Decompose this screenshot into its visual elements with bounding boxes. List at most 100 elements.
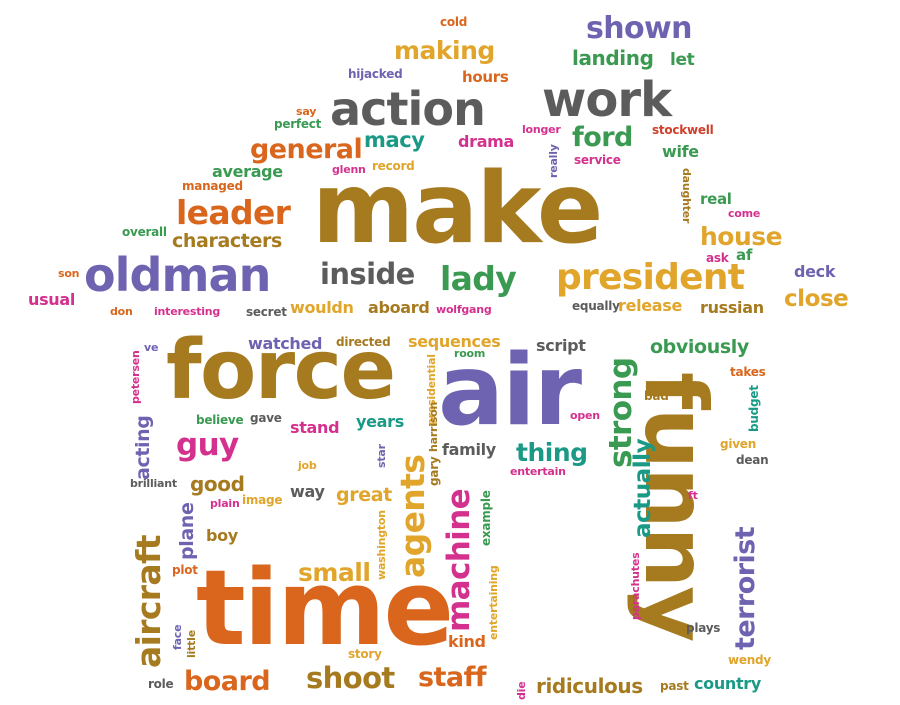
word-landing: landing	[572, 46, 654, 70]
word-action: action	[330, 82, 486, 136]
word-make: make	[312, 152, 603, 266]
word-takes: takes	[730, 365, 766, 379]
word-characters: characters	[172, 230, 282, 252]
word-directed: directed	[336, 335, 391, 349]
word-house: house	[700, 222, 783, 251]
word-petersen: petersen	[129, 350, 142, 404]
word-hijacked: hijacked	[348, 67, 403, 81]
word-way: way	[290, 482, 325, 501]
word-past: past	[660, 679, 689, 693]
word-small: small	[298, 558, 371, 587]
word-general: general	[250, 134, 363, 165]
word-close: close	[784, 286, 849, 312]
word-kind: kind	[448, 632, 486, 651]
word-leader: leader	[176, 193, 291, 232]
word-ft: ft	[688, 489, 698, 502]
word-real: real	[700, 190, 732, 208]
word-usual: usual	[28, 290, 75, 309]
word-room: room	[454, 347, 486, 360]
word-role: role	[148, 677, 174, 691]
word-let: let	[670, 50, 695, 70]
word-president: president	[556, 257, 745, 298]
word-air: air	[438, 334, 582, 448]
word-wouldn: wouldn	[290, 298, 354, 317]
word-son: son	[58, 267, 80, 280]
word-budget: budget	[747, 385, 761, 432]
word-perfect: perfect	[274, 117, 322, 131]
word-glenn: glenn	[332, 163, 366, 176]
word-job: job	[298, 459, 317, 472]
word-inside: inside	[320, 257, 415, 291]
word-actually: actually	[630, 438, 656, 538]
word-story: story	[348, 647, 382, 661]
word-great: great	[336, 484, 392, 506]
word-daughter: daughter	[680, 168, 693, 224]
word-face: face	[171, 624, 184, 650]
word-country: country	[694, 674, 761, 693]
word-time: time	[196, 547, 454, 669]
word-entertaining: entertaining	[487, 565, 500, 640]
word-really: really	[547, 144, 560, 178]
word-managed: managed	[182, 179, 243, 193]
word-average: average	[212, 162, 283, 181]
word-washington: washington	[375, 510, 388, 580]
word-shoot: shoot	[306, 661, 395, 695]
word-staff: staff	[418, 662, 487, 693]
word-terrorist: terrorist	[730, 526, 761, 650]
word-brilliant: brilliant	[130, 477, 177, 490]
word-equally: equally	[572, 299, 620, 313]
word-agents: agents	[393, 454, 432, 578]
word-macy: macy	[364, 128, 425, 152]
word-acting: acting	[132, 415, 154, 480]
word-open: open	[570, 409, 600, 422]
word-drama: drama	[458, 132, 515, 151]
word-wendy: wendy	[728, 653, 771, 667]
word-overall: overall	[122, 225, 167, 239]
word-ford: ford	[572, 122, 633, 153]
word-wife: wife	[662, 142, 699, 161]
word-aircraft: aircraft	[129, 535, 168, 668]
word-ask: ask	[706, 251, 729, 265]
word-record: record	[372, 159, 415, 173]
word-guy: guy	[176, 427, 239, 463]
word-example: example	[479, 490, 493, 546]
word-shown: shown	[586, 11, 693, 46]
word-af: af	[736, 246, 753, 264]
word-making: making	[394, 36, 495, 65]
word-plane: plane	[176, 502, 198, 560]
word-stand: stand	[290, 418, 340, 437]
word-ve: ve	[144, 341, 159, 354]
word-deck: deck	[794, 262, 836, 281]
word-service: service	[574, 153, 621, 167]
word-watched: watched	[248, 334, 323, 353]
word-boy: boy	[206, 526, 238, 545]
word-lady: lady	[440, 259, 517, 298]
word-given: given	[720, 437, 757, 451]
word-force: force	[166, 323, 396, 418]
word-good: good	[190, 472, 245, 496]
word-die: die	[515, 681, 528, 700]
word-parachutes: parachutes	[629, 552, 642, 620]
word-hours: hours	[462, 68, 509, 86]
word-interesting: interesting	[154, 305, 221, 318]
word-ridiculous: ridiculous	[536, 674, 643, 698]
word-harrison: harrison	[427, 401, 440, 452]
word-release: release	[618, 296, 683, 315]
word-aboard: aboard	[368, 298, 430, 317]
word-dean: dean	[736, 453, 769, 467]
word-work: work	[542, 72, 672, 128]
word-plot: plot	[172, 563, 198, 577]
word-family: family	[442, 440, 496, 459]
word-machine: machine	[441, 488, 477, 632]
word-russian: russian	[700, 298, 764, 317]
word-don: don	[110, 305, 133, 318]
word-secret: secret	[246, 305, 287, 319]
word-star: star	[375, 444, 388, 468]
word-little: little	[185, 630, 198, 658]
word-stockwell: stockwell	[652, 123, 714, 137]
word-oldman: oldman	[84, 248, 271, 302]
word-gave: gave	[250, 411, 282, 425]
word-believe: believe	[196, 413, 244, 427]
word-script: script	[536, 336, 586, 355]
